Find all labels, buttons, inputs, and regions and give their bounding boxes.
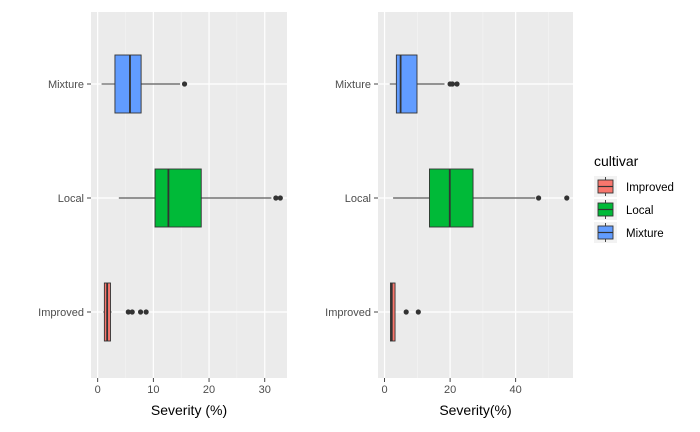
outlier-point — [535, 195, 542, 201]
legend-label: Local — [626, 205, 654, 217]
box-improved — [390, 282, 421, 342]
legend-key-local — [594, 199, 617, 220]
chart-panel-2: Improved Local Mixture 0 20 40 Severity(%) — [325, 12, 573, 418]
outlier-point — [277, 195, 283, 201]
legend-label: Mixture — [626, 228, 664, 240]
box-iqr — [154, 168, 202, 228]
outlier-point — [564, 195, 570, 201]
chart-panel-1: Improved Local Mixture 0 10 20 30 Severity (%) — [38, 12, 287, 418]
outlier-point — [449, 81, 455, 87]
outlier-point — [415, 309, 421, 315]
y-tick-label: Improved — [38, 307, 84, 319]
x-tick-label: 40 — [510, 384, 522, 396]
y-tick-label: Mixture — [48, 79, 84, 91]
outlier-point — [137, 309, 144, 315]
outlier-point — [129, 309, 135, 315]
x-tick-label: 20 — [203, 384, 215, 396]
x-tick-label: 30 — [259, 384, 271, 396]
box-iqr — [395, 54, 418, 114]
outlier-point — [403, 309, 409, 315]
box-iqr — [429, 168, 474, 228]
x-tick-label: 0 — [95, 384, 101, 396]
box-iqr — [114, 54, 142, 114]
outlier-point — [143, 309, 149, 315]
x-axis-title: Severity (%) — [151, 402, 227, 418]
box-mixture — [101, 54, 188, 114]
legend-label: Improved — [626, 182, 674, 194]
y-tick-label: Improved — [325, 307, 371, 319]
legend-key-improved — [594, 176, 617, 197]
x-axis-title: Severity(%) — [439, 402, 511, 418]
y-tick-label: Local — [58, 193, 84, 205]
outlier-point — [181, 81, 188, 87]
box-improved — [103, 282, 149, 342]
legend-title: cultivar — [594, 153, 639, 169]
x-tick-label: 10 — [147, 384, 159, 396]
box-iqr — [390, 282, 396, 342]
box-mixture — [389, 54, 460, 114]
outlier-point — [454, 81, 460, 87]
y-tick-label: Mixture — [335, 79, 371, 91]
legend: cultivar Improved Local Mixture — [594, 153, 674, 243]
outlier-point — [273, 195, 279, 201]
y-tick-label: Local — [345, 193, 371, 205]
box-local — [118, 168, 283, 228]
x-tick-label: 20 — [444, 384, 456, 396]
legend-key-mixture — [594, 222, 617, 243]
outlier-point — [125, 309, 131, 315]
box-local — [393, 168, 570, 228]
x-tick-label: 0 — [381, 384, 387, 396]
